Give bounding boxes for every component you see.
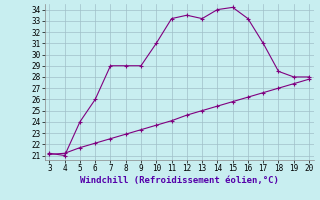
X-axis label: Windchill (Refroidissement éolien,°C): Windchill (Refroidissement éolien,°C) [80,176,279,185]
